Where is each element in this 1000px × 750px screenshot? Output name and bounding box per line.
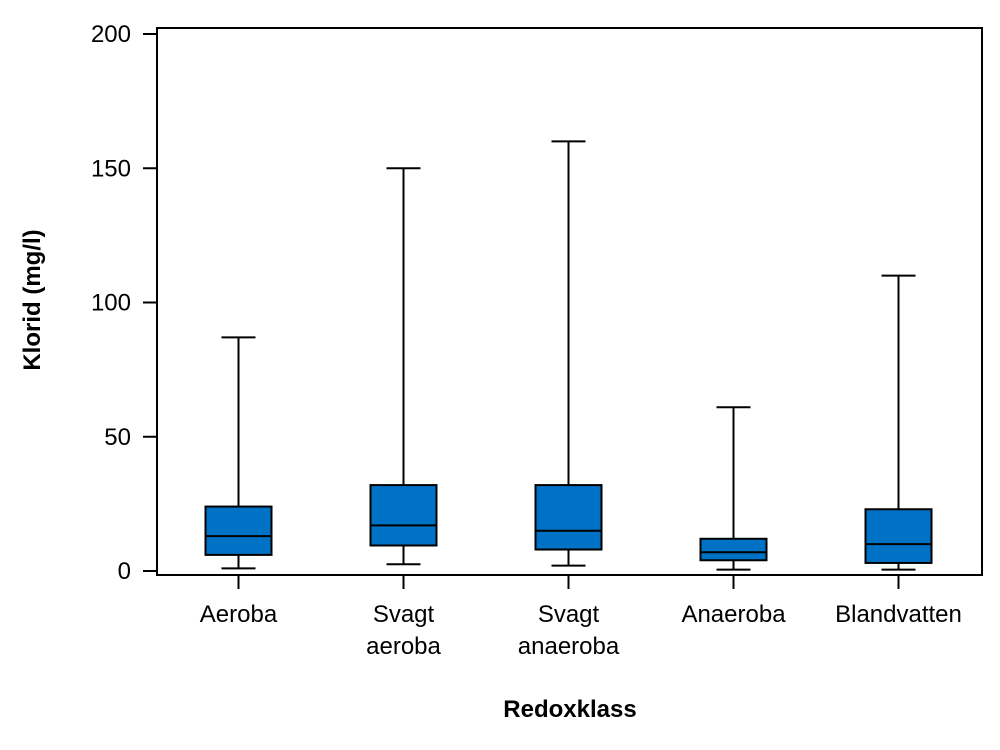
x-tick-label-line: Blandvatten [835, 601, 962, 628]
y-tick-label: 150 [91, 155, 131, 182]
x-axis-title: Redoxklass [503, 696, 636, 723]
x-tick-label-line: Svagt [538, 601, 600, 628]
y-axis-title: Klorid (mg/l) [19, 229, 46, 370]
iqr-box [534, 484, 603, 551]
x-tick-label-line: Aeroba [200, 601, 278, 628]
y-tick-label: 0 [118, 558, 131, 585]
x-tick-label-line: anaeroba [518, 633, 620, 660]
box-item [699, 406, 768, 589]
y-axis: 0 50 100 150 200 [91, 21, 157, 585]
x-tick-label: Aeroba [200, 601, 278, 628]
x-tick-label-line: Anaeroba [681, 601, 786, 628]
box-item [369, 167, 438, 589]
y-tick-label: 200 [91, 21, 131, 48]
iqr-box [204, 505, 273, 556]
box-item [534, 140, 603, 589]
box-series [204, 140, 933, 589]
x-tick-label-line: aeroba [366, 633, 441, 660]
iqr-box [864, 508, 933, 564]
x-tick-label: Blandvatten [835, 601, 962, 628]
x-tick-label: Svagt anaeroba [518, 601, 620, 660]
box-item [864, 274, 933, 589]
box-item [204, 336, 273, 589]
y-tick-label: 50 [104, 424, 131, 451]
x-tick-label: Anaeroba [681, 601, 786, 628]
y-tick-label: 100 [91, 290, 131, 317]
iqr-box [369, 484, 438, 547]
x-axis-tick-labels: Aeroba Svagt aeroba Svagt anaeroba Anaeroba Bl… [200, 601, 962, 660]
x-tick-label: Svagt aeroba [366, 601, 441, 660]
x-tick-label-line: Svagt [373, 601, 435, 628]
iqr-box [699, 537, 768, 562]
